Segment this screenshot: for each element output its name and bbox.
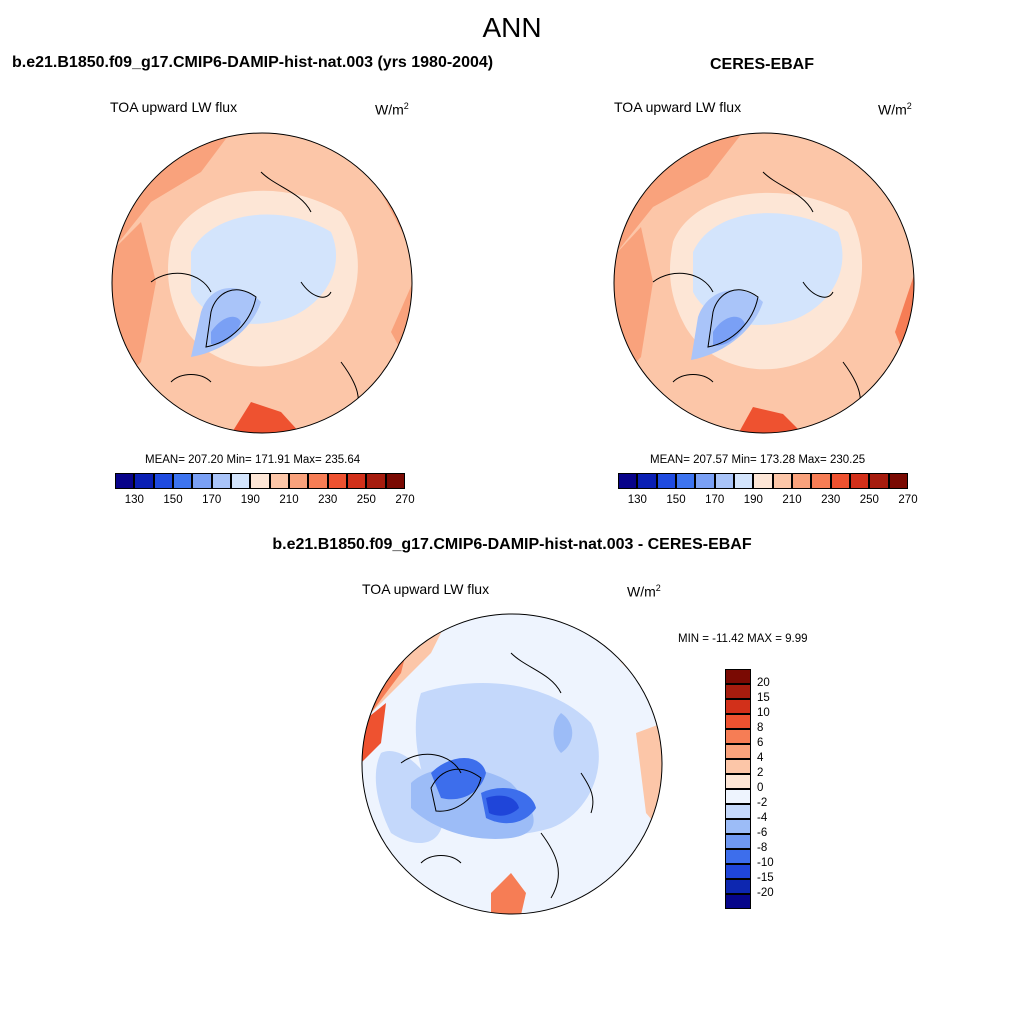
colorbar-swatch <box>289 473 309 489</box>
colorbar-swatch <box>772 473 792 489</box>
colorbar-tick-label: 190 <box>743 494 763 506</box>
panel-1-stats: MEAN= 207.20 Min= 171.91 Max= 235.64 <box>145 454 361 466</box>
panel-3-variable: TOA upward LW flux <box>362 581 490 597</box>
panel-1-colorbar <box>115 473 405 489</box>
colorbar-swatch <box>637 473 657 489</box>
figure-title: ANN <box>482 12 542 43</box>
colorbar-tick-label: 230 <box>318 494 338 506</box>
colorbar-swatch <box>134 473 154 489</box>
colorbar-tick-label: 6 <box>757 737 764 749</box>
colorbar-swatch <box>231 473 251 489</box>
colorbar-tick-label: 10 <box>757 707 770 719</box>
colorbar-tick-label: -2 <box>757 797 768 809</box>
colorbar-tick-label: 20 <box>757 677 770 689</box>
colorbar-tick-label: 250 <box>859 494 879 506</box>
colorbar-swatch <box>308 473 328 489</box>
colorbar-swatch <box>725 684 751 699</box>
panel-1-title: b.e21.B1850.f09_g17.CMIP6-DAMIP-hist-nat… <box>12 54 494 71</box>
colorbar-swatch <box>192 473 212 489</box>
colorbar-swatch <box>725 714 751 729</box>
colorbar-swatch <box>725 834 751 849</box>
colorbar-tick-label: 130 <box>627 494 647 506</box>
colorbar-swatch <box>725 699 751 714</box>
colorbar-swatch <box>725 774 751 789</box>
colorbar-tick-label: 170 <box>202 494 222 506</box>
colorbar-swatch <box>695 473 715 489</box>
colorbar-tick-label: -15 <box>757 872 774 884</box>
panel-3-units: W/m2 <box>627 583 661 600</box>
panel-2-variable: TOA upward LW flux <box>614 99 742 115</box>
colorbar-tick-label: 170 <box>705 494 725 506</box>
colorbar-swatch <box>618 473 638 489</box>
colorbar-swatch <box>725 819 751 834</box>
colorbar-swatch <box>269 473 289 489</box>
colorbar-tick-label: 230 <box>821 494 841 506</box>
colorbar-swatch <box>869 473 889 489</box>
colorbar-swatch <box>347 473 367 489</box>
colorbar-tick-label: 15 <box>757 692 770 704</box>
panel-1-variable: TOA upward LW flux <box>110 99 238 115</box>
colorbar-swatch <box>366 473 386 489</box>
colorbar-swatch <box>725 879 751 894</box>
panel-3-stats: MIN = -11.42 MAX = 9.99 <box>678 633 808 645</box>
colorbar-tick-label: 4 <box>757 752 764 764</box>
colorbar-swatch <box>830 473 850 489</box>
colorbar-swatch <box>725 894 751 909</box>
colorbar-swatch <box>725 729 751 744</box>
colorbar-tick-label: -10 <box>757 857 774 869</box>
panel-1-polar-map <box>111 132 413 434</box>
colorbar-swatch <box>211 473 231 489</box>
colorbar-tick-label: -4 <box>757 812 768 824</box>
colorbar-tick-label: 8 <box>757 722 764 734</box>
panel-1-colorbar-labels: 130 150 170 190 210 230 250 270 <box>115 494 415 508</box>
panel-3-polar-map <box>361 613 663 915</box>
colorbar-swatch <box>250 473 270 489</box>
colorbar-tick-label: 190 <box>240 494 260 506</box>
colorbar-swatch <box>734 473 754 489</box>
colorbar-swatch <box>725 759 751 774</box>
colorbar-tick-label: 2 <box>757 767 764 779</box>
colorbar-tick-label: 270 <box>395 494 415 506</box>
colorbar-swatch <box>811 473 831 489</box>
colorbar-tick-label: -20 <box>757 887 774 899</box>
colorbar-swatch <box>714 473 734 489</box>
colorbar-tick-label: -8 <box>757 842 768 854</box>
panel-2-colorbar <box>618 473 908 489</box>
panel-3-colorbar-labels: 20 15 10 8 6 4 2 0 -2 -4 -6 -8 -10 -15 -20 <box>757 669 797 909</box>
colorbar-tick-label: 250 <box>356 494 376 506</box>
colorbar-tick-label: 150 <box>666 494 686 506</box>
colorbar-swatch <box>385 473 405 489</box>
colorbar-swatch <box>753 473 773 489</box>
colorbar-swatch <box>725 669 751 684</box>
colorbar-tick-label: -6 <box>757 827 768 839</box>
colorbar-swatch <box>725 849 751 864</box>
panel-3-title: b.e21.B1850.f09_g17.CMIP6-DAMIP-hist-nat… <box>272 536 752 553</box>
colorbar-swatch <box>725 804 751 819</box>
colorbar-swatch <box>792 473 812 489</box>
panel-3-colorbar <box>725 669 751 909</box>
colorbar-swatch <box>888 473 908 489</box>
colorbar-swatch <box>725 864 751 879</box>
colorbar-tick-label: 150 <box>163 494 183 506</box>
colorbar-swatch <box>115 473 135 489</box>
colorbar-tick-label: 130 <box>124 494 144 506</box>
panel-2-stats: MEAN= 207.57 Min= 173.28 Max= 230.25 <box>650 454 866 466</box>
colorbar-swatch <box>656 473 676 489</box>
colorbar-swatch <box>327 473 347 489</box>
colorbar-tick-label: 210 <box>782 494 802 506</box>
panel-2-units: W/m2 <box>878 101 912 118</box>
colorbar-swatch <box>850 473 870 489</box>
colorbar-tick-label: 0 <box>757 782 764 794</box>
colorbar-swatch <box>725 789 751 804</box>
colorbar-swatch <box>725 744 751 759</box>
panel-1-units: W/m2 <box>375 101 409 118</box>
colorbar-swatch <box>173 473 193 489</box>
colorbar-tick-label: 270 <box>898 494 918 506</box>
panel-2-colorbar-labels: 130 150 170 190 210 230 250 270 <box>618 494 918 508</box>
colorbar-tick-label: 210 <box>279 494 299 506</box>
panel-2-title: CERES-EBAF <box>710 56 815 73</box>
colorbar-swatch <box>676 473 696 489</box>
panel-2-polar-map <box>613 132 915 434</box>
colorbar-swatch <box>153 473 173 489</box>
